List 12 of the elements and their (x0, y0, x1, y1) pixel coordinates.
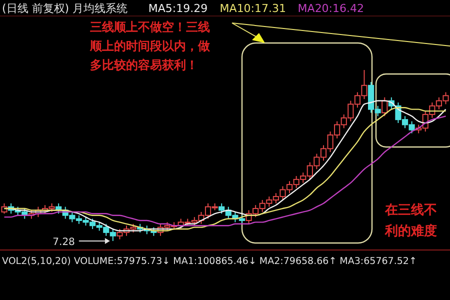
text: VOL2(5,10,20) VOLUME:57975.73↓ MA1:100865.46↓ MA2:79658.66↑ MA3:65767.52↑ (2, 256, 417, 267)
annotation: 多比较的容易获利！ (90, 58, 198, 72)
annotation: 利的难度 (384, 223, 437, 239)
text: 顺上的时间段以内，做 (89, 39, 211, 53)
annotation: 在三线不 (384, 203, 437, 218)
text: MA20:16.42 (298, 2, 364, 15)
text: 三线顺上不做空！三线 (90, 20, 210, 34)
candlestick (1, 202, 8, 214)
text: MA5:19.29 (148, 2, 208, 15)
annotation: 7.28 (52, 237, 75, 248)
chart-title: (日线 前复权) 月均线系统 (2, 2, 128, 15)
text: MA10:17.31 (220, 2, 286, 15)
